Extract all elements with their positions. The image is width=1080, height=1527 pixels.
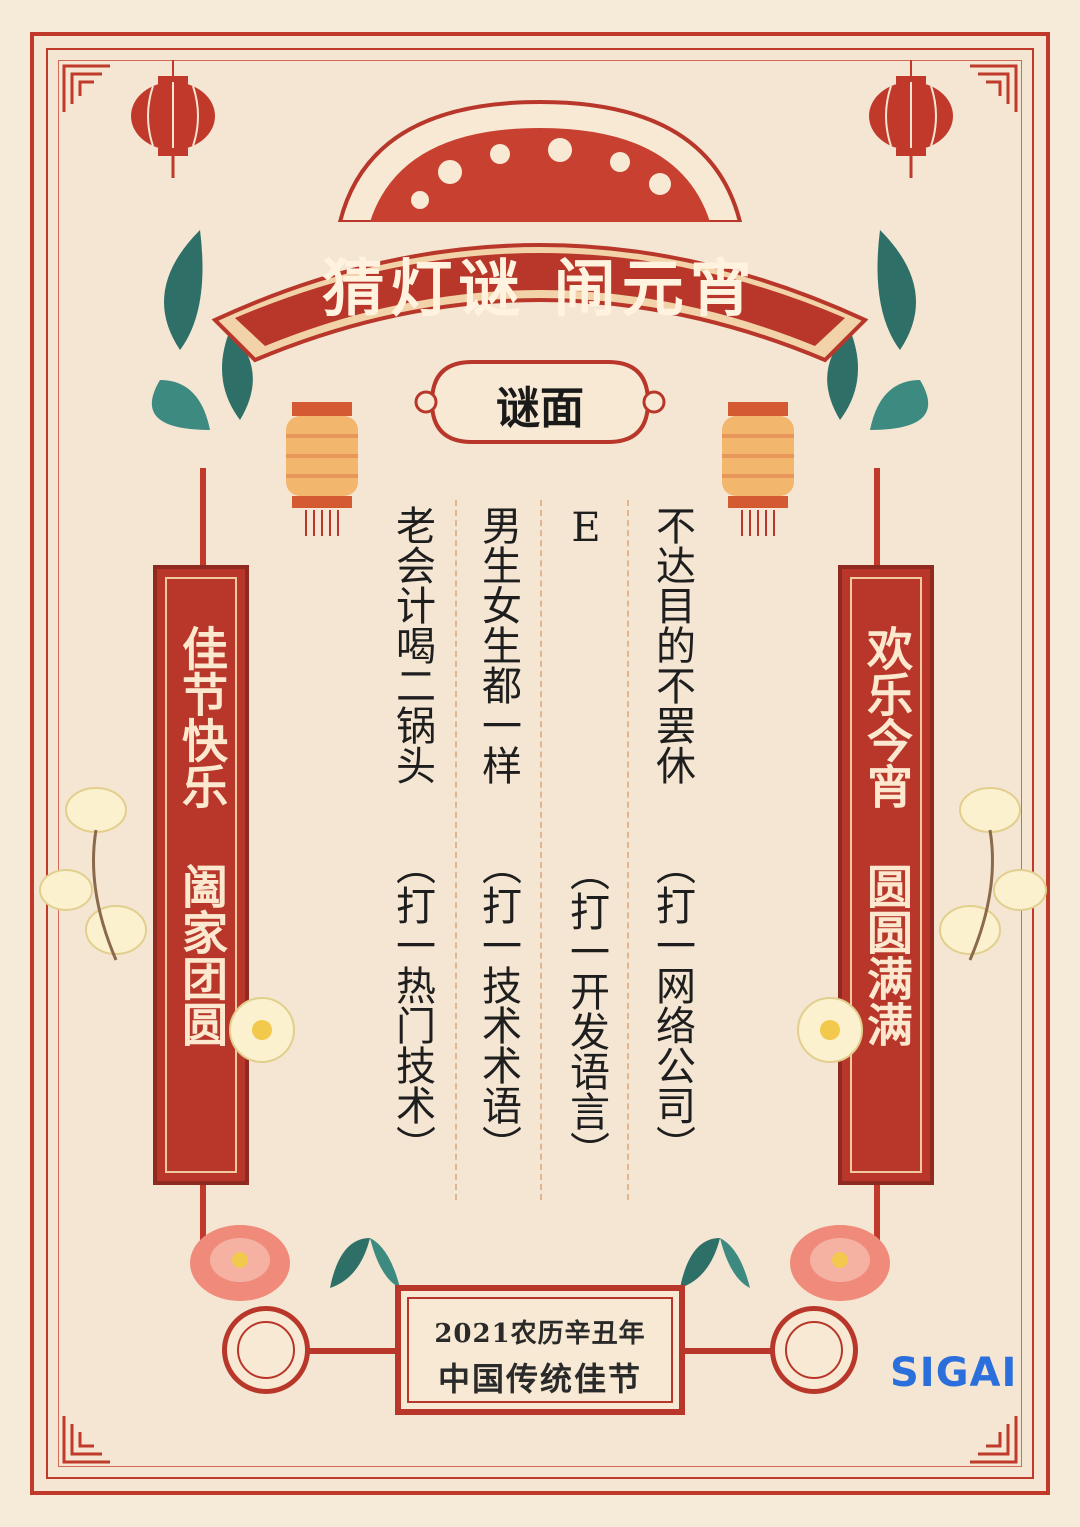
riddle-question: 老会计喝二锅头 xyxy=(389,505,435,785)
riddle-column: E （打一开发语言） xyxy=(556,505,616,1225)
title-banner xyxy=(211,243,869,363)
riddle-hint: （打一技术术语） xyxy=(475,845,521,1165)
knot-medallion-icon xyxy=(222,1306,310,1394)
left-couplet-text: 佳节快乐 阖家团圆 xyxy=(175,625,229,1047)
flower-icon xyxy=(797,997,863,1063)
leaf-ornament-icon xyxy=(330,1238,400,1288)
corner-ornament-icon xyxy=(970,1416,1018,1464)
knot-medallion-icon xyxy=(770,1306,858,1394)
floral-fan-ornament xyxy=(337,99,743,222)
flower-icon xyxy=(39,787,147,961)
riddle-question: 男生女生都一样 xyxy=(475,505,521,785)
leaf-ornament-icon xyxy=(151,230,253,430)
lantern-icon xyxy=(286,402,358,536)
subtitle: 谜面 xyxy=(496,383,584,434)
corner-ornament-icon xyxy=(970,64,1018,112)
inner-frame xyxy=(46,48,1034,1479)
riddle-hint: （打一热门技术） xyxy=(389,845,435,1165)
brand-logo: SIGAI xyxy=(890,1350,1018,1396)
right-couplet: 欢乐今宵 圆圆满满 xyxy=(838,565,934,1185)
column-divider xyxy=(540,500,542,1200)
footer-year: 2021农历辛丑年 xyxy=(434,1319,646,1349)
left-couplet: 佳节快乐 阖家团圆 xyxy=(153,565,249,1185)
corner-ornament-icon xyxy=(62,1416,110,1464)
lantern-icon xyxy=(131,60,215,178)
riddle-column: 不达目的不罢休 （打一网络公司） xyxy=(642,505,702,1225)
riddle-hint: （打一开发语言） xyxy=(563,851,609,1171)
right-couplet-text: 欢乐今宵 圆圆满满 xyxy=(860,625,914,1047)
riddle-column: 老会计喝二锅头 （打一热门技术） xyxy=(382,505,442,1225)
subtitle-plaque xyxy=(414,360,666,444)
flower-icon xyxy=(939,787,1047,961)
column-divider xyxy=(455,500,457,1200)
riddle-hint: （打一网络公司） xyxy=(649,845,695,1165)
footer-plaque xyxy=(395,1285,685,1415)
corner-ornament-icon xyxy=(62,64,110,112)
riddle-question: E xyxy=(563,505,609,551)
frame-line xyxy=(58,60,1022,1467)
peony-icon xyxy=(790,1225,890,1301)
page-title: 猜灯谜 闹元宵 xyxy=(322,252,758,325)
riddle-question: 不达目的不罢休 xyxy=(649,505,695,785)
leaf-ornament-icon xyxy=(680,1238,750,1288)
riddle-column: 男生女生都一样 （打一技术术语） xyxy=(468,505,528,1225)
couplet-border xyxy=(165,577,237,1173)
couplet-border xyxy=(850,577,922,1173)
footer-name: 中国传统佳节 xyxy=(437,1360,642,1398)
peony-icon xyxy=(190,1225,290,1301)
column-divider xyxy=(627,500,629,1200)
lantern-icon xyxy=(869,60,953,178)
flower-icon xyxy=(229,997,295,1063)
lantern-icon xyxy=(722,402,794,536)
